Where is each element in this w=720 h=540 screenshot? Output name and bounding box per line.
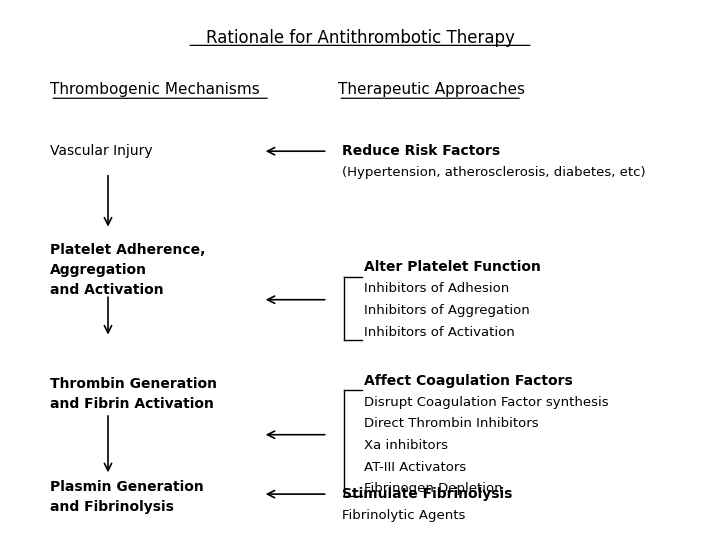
Text: Fibrinogen Depletion: Fibrinogen Depletion: [364, 482, 503, 495]
Text: Thrombogenic Mechanisms: Thrombogenic Mechanisms: [50, 82, 260, 97]
Text: Fibrinolytic Agents: Fibrinolytic Agents: [342, 509, 465, 522]
Text: Stimulate Fibrinolysis: Stimulate Fibrinolysis: [342, 487, 513, 501]
Text: Therapeutic Approaches: Therapeutic Approaches: [338, 82, 526, 97]
Text: AT-III Activators: AT-III Activators: [364, 461, 466, 474]
Text: Direct Thrombin Inhibitors: Direct Thrombin Inhibitors: [364, 417, 539, 430]
Text: Xa inhibitors: Xa inhibitors: [364, 439, 448, 452]
Text: Inhibitors of Aggregation: Inhibitors of Aggregation: [364, 304, 529, 317]
Text: (Hypertension, atherosclerosis, diabetes, etc): (Hypertension, atherosclerosis, diabetes…: [342, 166, 646, 179]
Text: Plasmin Generation
and Fibrinolysis: Plasmin Generation and Fibrinolysis: [50, 480, 204, 514]
Text: Inhibitors of Adhesion: Inhibitors of Adhesion: [364, 282, 509, 295]
Text: Reduce Risk Factors: Reduce Risk Factors: [342, 144, 500, 158]
Text: Vascular Injury: Vascular Injury: [50, 144, 153, 158]
Text: Platelet Adherence,
Aggregation
and Activation: Platelet Adherence, Aggregation and Acti…: [50, 244, 206, 296]
Text: Inhibitors of Activation: Inhibitors of Activation: [364, 326, 514, 339]
Text: Thrombin Generation
and Fibrin Activation: Thrombin Generation and Fibrin Activatio…: [50, 377, 217, 411]
Text: Alter Platelet Function: Alter Platelet Function: [364, 260, 541, 274]
Text: Affect Coagulation Factors: Affect Coagulation Factors: [364, 374, 572, 388]
Text: Rationale for Antithrombotic Therapy: Rationale for Antithrombotic Therapy: [206, 29, 514, 47]
Text: Disrupt Coagulation Factor synthesis: Disrupt Coagulation Factor synthesis: [364, 396, 608, 409]
